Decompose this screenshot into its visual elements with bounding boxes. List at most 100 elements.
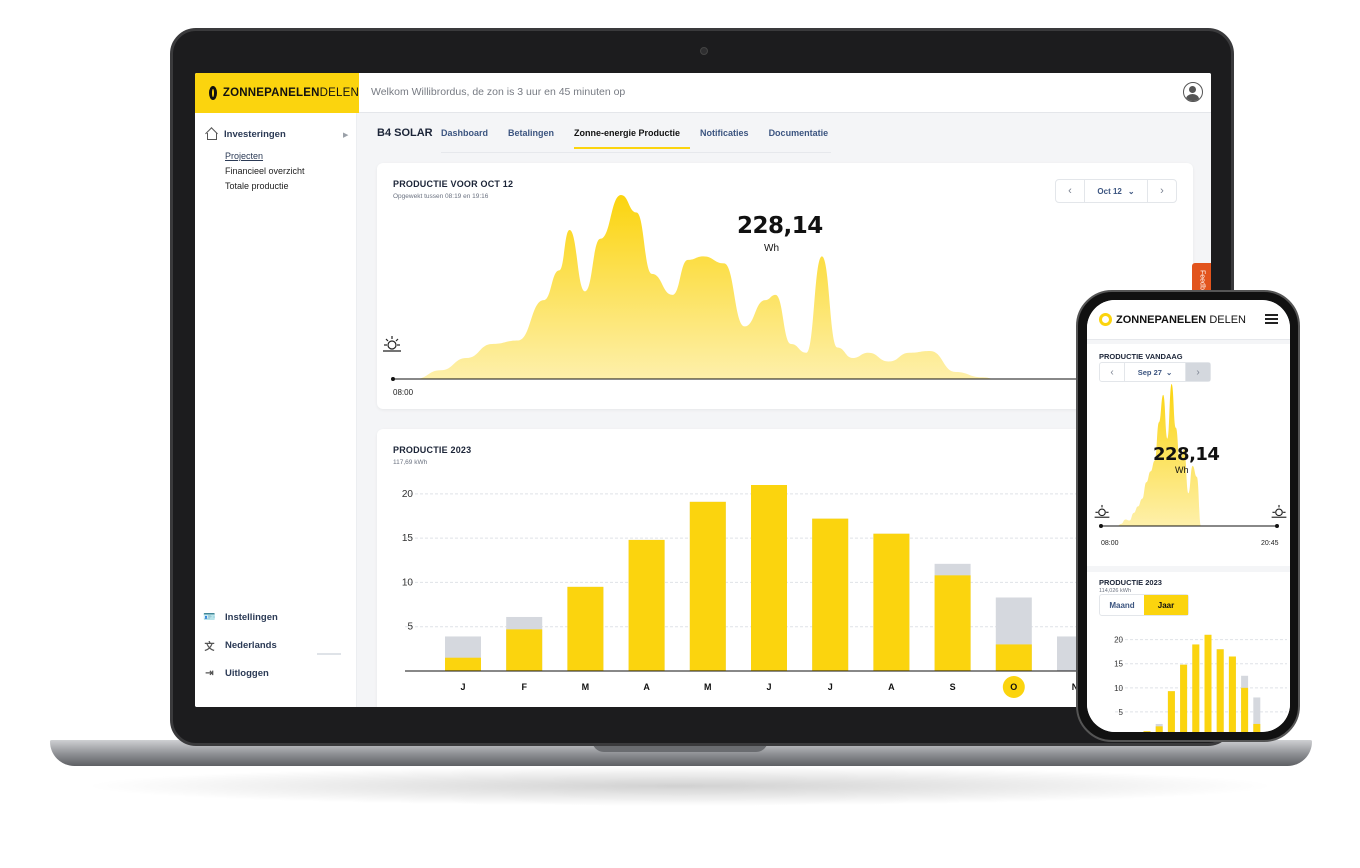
- daily-production-card: PRODUCTIE VOOR OCT 12 Opgewekt tussen 08…: [377, 163, 1193, 409]
- bar-actual: [1180, 664, 1188, 732]
- x-tick-label: N: [1072, 682, 1079, 692]
- sunrise-icon: [1094, 504, 1110, 518]
- daily-area-chart: [391, 195, 1193, 381]
- chart-start-time: 08:00: [393, 388, 414, 397]
- date-navigator: ‹ Oct 12 ⌄ ›: [1055, 179, 1177, 203]
- sidebar-item-label: Investeringen: [224, 128, 286, 140]
- bar-expected: [1253, 697, 1261, 732]
- tab-notificaties[interactable]: Notificaties: [700, 128, 749, 138]
- laptop-lid: ZONNEPANELENDELEN Welkom Willibrordus, d…: [170, 28, 1234, 746]
- bar-actual: [812, 518, 849, 671]
- laptop-shadow: [80, 766, 1280, 806]
- bar-actual: [689, 501, 726, 671]
- y-tick-label: 10: [1114, 684, 1123, 693]
- sidebar-subitem-financieel-overzicht[interactable]: Financieel overzicht: [225, 166, 305, 176]
- bar-actual: [1228, 656, 1236, 732]
- brand-bold: ZONNEPANELEN: [222, 87, 320, 99]
- phone-bar-chart: 5 10 15 20: [1114, 634, 1287, 732]
- daily-total-unit: Wh: [764, 243, 779, 254]
- sidebar-subitem-totale-productie[interactable]: Totale productie: [225, 181, 289, 191]
- bar-actual: [506, 629, 543, 671]
- chevron-down-icon: ⌄: [1165, 367, 1173, 377]
- laptop-screen: ZONNEPANELENDELEN Welkom Willibrordus, d…: [195, 73, 1211, 707]
- phone-year-title: PRODUCTIE 2023: [1099, 578, 1162, 587]
- sidebar-item-uitloggen[interactable]: ⇥ Uitloggen: [203, 667, 269, 679]
- bar-actual: [751, 485, 787, 671]
- brand-thin: DELEN: [319, 87, 359, 99]
- sidebar-item-label: Uitloggen: [225, 667, 269, 679]
- phone-period-toggle: Maand Jaar: [1099, 594, 1189, 616]
- phone-brand-thin: DELEN: [1209, 313, 1246, 326]
- tab-dashboard[interactable]: Dashboard: [441, 128, 489, 138]
- bar-actual: [1253, 723, 1261, 732]
- hamburger-menu-icon[interactable]: [1265, 314, 1278, 324]
- baseline-end-dot: [1275, 524, 1279, 528]
- x-tick-label: A: [643, 682, 650, 692]
- camera-icon: [700, 47, 708, 55]
- y-tick-label: 5: [407, 622, 413, 633]
- phone-date-select[interactable]: Sep 27 ⌄: [1124, 363, 1186, 381]
- prev-day-button[interactable]: ‹: [1068, 185, 1072, 197]
- bar-actual: [995, 644, 1032, 671]
- expand-arrow-icon[interactable]: ▶: [343, 132, 349, 139]
- phone-area-chart: [1099, 384, 1279, 528]
- phone-brand-name: ZONNEPANELEN DELEN: [1116, 314, 1246, 326]
- sidebar-item-nederlands[interactable]: 文 Nederlands: [203, 639, 277, 653]
- phone-year-card: PRODUCTIE 2023 114,026 kWh Maand Jaar 5 1…: [1087, 572, 1290, 732]
- tab-documentatie[interactable]: Documentatie: [768, 128, 829, 138]
- toggle-maand[interactable]: Maand: [1109, 600, 1135, 610]
- daily-total-value: 228,14: [737, 213, 823, 239]
- logo-ring-icon: [1099, 313, 1112, 326]
- x-tick-label: M: [704, 682, 712, 692]
- phone-brand-logo[interactable]: ZONNEPANELEN DELEN: [1099, 313, 1246, 326]
- y-tick-label: 15: [402, 533, 414, 544]
- phone-year-subtitle: 114,026 kWh: [1099, 588, 1132, 594]
- id-card-icon: 🪪: [203, 611, 216, 623]
- phone-topbar: ZONNEPANELEN DELEN: [1087, 300, 1290, 340]
- x-tick-label: A: [888, 682, 895, 692]
- sidebar-item-instellingen[interactable]: 🪪 Instellingen: [203, 611, 278, 623]
- yearly-production-card: PRODUCTIE 2023 117,69 kWh 5 10 15 20 J F M A M J J…: [377, 429, 1193, 707]
- prev-day-button[interactable]: ‹: [1110, 366, 1114, 378]
- tabs-underline: [441, 152, 831, 153]
- x-tick-label: J: [766, 682, 771, 692]
- sidebar-item-investeringen[interactable]: Investeringen: [205, 128, 286, 140]
- phone-start-time: 08:00: [1101, 540, 1119, 547]
- logout-icon: ⇥: [205, 667, 214, 679]
- sunset-icon: [1271, 504, 1287, 518]
- date-select[interactable]: Oct 12 ⌄: [1084, 180, 1148, 202]
- y-tick-label: 10: [402, 577, 414, 588]
- user-circle-icon[interactable]: [1183, 82, 1203, 102]
- next-day-button[interactable]: ›: [1160, 185, 1164, 197]
- chevron-down-icon: ⌄: [1127, 186, 1135, 196]
- phone-device: ZONNEPANELEN DELEN PRODUCTIE VANDAAG ‹ S…: [1076, 290, 1300, 742]
- date-label: Oct 12: [1097, 186, 1122, 196]
- bar-actual: [628, 539, 665, 671]
- home-icon: [205, 128, 217, 140]
- phone-end-time: 20:45: [1261, 540, 1279, 547]
- bar-actual: [1204, 634, 1212, 732]
- daily-card-subtitle: Opgewekt tussen 08:19 en 19:16: [393, 193, 489, 200]
- yearly-bar-chart: 5 10 15 20 J F M A M J J A S O N: [402, 485, 1193, 698]
- next-day-button[interactable]: ›: [1186, 363, 1210, 381]
- translate-icon: 文: [204, 641, 215, 653]
- sidebar-divider: [317, 653, 341, 655]
- toggle-jaar[interactable]: Jaar: [1144, 595, 1188, 615]
- bar-actual: [1143, 731, 1151, 732]
- brand-logo[interactable]: ZONNEPANELENDELEN: [195, 73, 359, 113]
- phone-today-title: PRODUCTIE VANDAAG: [1099, 352, 1183, 361]
- bar-actual: [873, 533, 910, 671]
- production-area: [1117, 384, 1201, 526]
- phone-brand-bold: ZONNEPANELEN: [1116, 313, 1207, 326]
- production-area: [415, 195, 997, 379]
- bar-actual: [567, 586, 604, 671]
- tab-bar: Dashboard Betalingen Zonne-energie Produ…: [441, 128, 848, 149]
- project-title: B4 SOLAR: [377, 127, 433, 139]
- tab-betalingen[interactable]: Betalingen: [508, 128, 555, 138]
- tab-zonne-energie-productie[interactable]: Zonne-energie Productie: [574, 128, 691, 149]
- phone-date-navigator: ‹ Sep 27 ⌄ ›: [1099, 362, 1211, 382]
- brand-name: ZONNEPANELENDELEN: [223, 87, 359, 99]
- sidebar-item-label: Nederlands: [225, 639, 277, 651]
- baseline-start-dot: [391, 377, 395, 381]
- sidebar-subitem-projecten[interactable]: Projecten: [225, 151, 264, 161]
